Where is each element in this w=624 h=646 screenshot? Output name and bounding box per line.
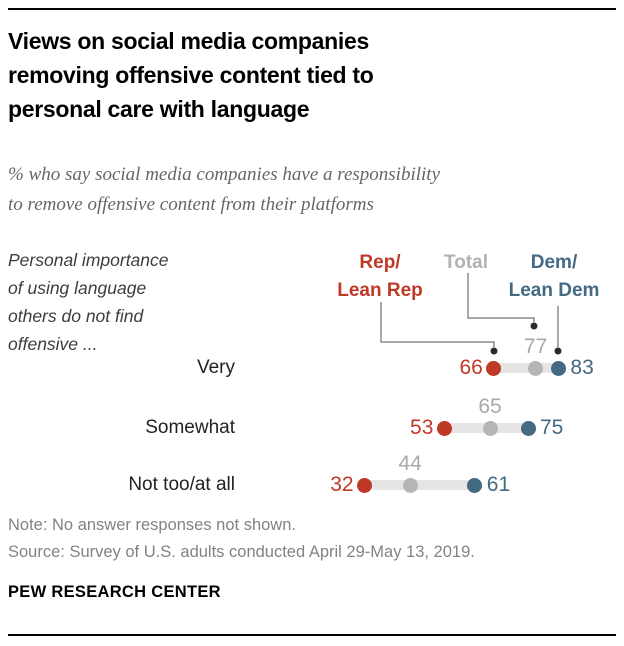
total-value: 77: [523, 335, 548, 358]
top-rule: [8, 8, 616, 10]
reading-label-line: others do not find: [8, 306, 144, 326]
rep-value: 66: [459, 356, 483, 379]
reading-label-line: Personal importance: [8, 250, 169, 270]
title-line: removing offensive content tied to: [8, 62, 374, 88]
dem-value: 83: [570, 356, 594, 379]
rep-dot: [486, 360, 502, 376]
reading-label-line: offensive ...: [8, 334, 98, 354]
total-dot: [482, 420, 498, 436]
legend-rep-line2: Lean Rep: [337, 280, 423, 301]
legend-dem: Dem/ Lean Dem: [495, 249, 613, 305]
total-value: 65: [478, 395, 502, 418]
dem-dot: [467, 477, 483, 493]
rep-dot: [357, 477, 373, 493]
category-label: Not too/at all: [128, 474, 235, 495]
dot-connector-bar: [493, 363, 559, 373]
total-dot: [528, 360, 544, 376]
bottom-rule: [8, 634, 616, 636]
source-text: Source: Survey of U.S. adults conducted …: [8, 543, 475, 561]
dem-dot: [520, 420, 536, 436]
category-label: Very: [196, 357, 235, 378]
subtitle-line: to remove offensive content from their p…: [8, 194, 374, 215]
dot-connector-bar: [364, 480, 475, 490]
title-line: Views on social media companies: [8, 28, 369, 54]
dem-value: 61: [486, 473, 511, 496]
legend-total-line1: Total: [444, 252, 488, 273]
chart-subtitle: % who say social media companies have a …: [8, 160, 618, 220]
dem-dot: [550, 360, 566, 376]
rep-value: 53: [410, 416, 434, 439]
brand-footer: PEW RESEARCH CENTER: [8, 583, 221, 601]
reading-label-line: of using language: [8, 278, 147, 298]
total-value: 44: [398, 452, 422, 475]
subtitle-line: % who say social media companies have a …: [8, 164, 441, 185]
axis-reading-label: Personal importance of using language ot…: [8, 246, 248, 358]
total-dot: [402, 477, 418, 493]
page-title: Views on social media companies removing…: [8, 24, 608, 126]
rep-value: 32: [330, 473, 354, 496]
footnotes: Note: No answer responses not shown. Sou…: [8, 512, 618, 566]
note-text: Note: No answer responses not shown.: [8, 516, 296, 534]
title-line: personal care with language: [8, 96, 310, 122]
legend-dem-line2: Lean Dem: [508, 280, 600, 301]
dem-value: 75: [540, 416, 564, 439]
legend-rep-line1: Rep/: [359, 252, 401, 273]
rep-dot: [436, 420, 452, 436]
category-label: Somewhat: [145, 417, 235, 438]
legend-total: Total: [426, 249, 506, 277]
legend-dem-line1: Dem/: [530, 252, 578, 273]
legend-rep: Rep/ Lean Rep: [320, 249, 440, 305]
